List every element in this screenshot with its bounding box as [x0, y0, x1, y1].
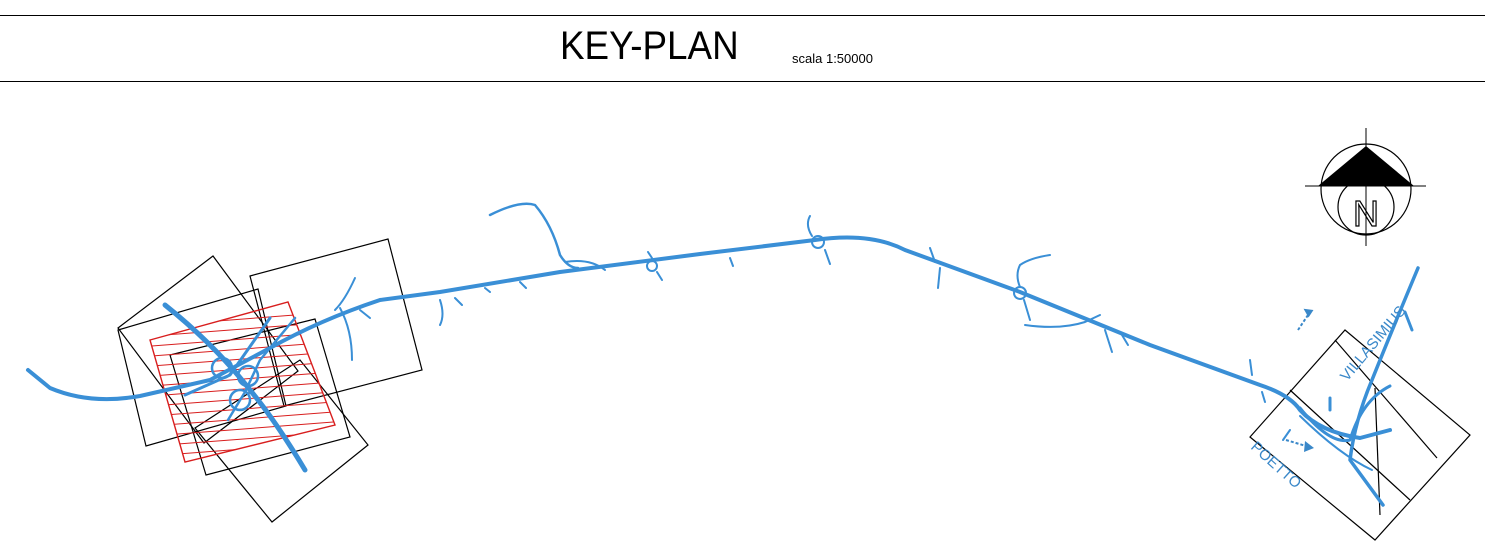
- junction-loop-3: [228, 388, 252, 412]
- title-group: KEY-PLAN scala 1:50000: [560, 24, 873, 69]
- road-network: [26, 202, 1420, 507]
- top-rule: [0, 15, 1485, 16]
- direction-arrow-icon: [1297, 308, 1314, 331]
- key-plan-map: VILLASIMIUS POETTO N: [26, 128, 1471, 541]
- hatched-area: [149, 301, 336, 463]
- spur-east-1: [929, 247, 941, 289]
- spur-east-3: [1249, 359, 1266, 403]
- compass-north-letter: N: [1353, 193, 1379, 234]
- roundabout-2: [811, 235, 825, 249]
- bottom-rule: [0, 81, 1485, 82]
- compass-rose-icon: N: [1305, 128, 1426, 246]
- roundabout-3-arms: [1016, 254, 1051, 321]
- frame-6-divider-1: [1289, 389, 1411, 501]
- frame-6-divider-2: [1334, 339, 1438, 459]
- branch-north-1: [488, 202, 580, 270]
- spur-east-2: [1024, 314, 1129, 353]
- cross-road-west-2: [183, 316, 272, 397]
- scale-label: scala 1:50000: [792, 51, 873, 66]
- frame-6: [1249, 329, 1471, 541]
- interchange-ramp: [1282, 415, 1373, 471]
- frame-2: [249, 238, 423, 407]
- interchange-loop: [1298, 310, 1414, 443]
- cross-road-west: [162, 302, 308, 473]
- branch-north-2: [564, 260, 606, 271]
- page-title: KEY-PLAN: [560, 24, 739, 68]
- road-diag-west: [226, 316, 297, 422]
- roundabout-1: [646, 260, 658, 272]
- branch-spur-2: [439, 281, 527, 326]
- roundabout-2-arms: [806, 215, 831, 265]
- roundabout-1-arms: [647, 251, 734, 281]
- frame-4: [169, 318, 351, 476]
- direction-arrow-icon: [1285, 439, 1314, 452]
- frame-6-divider-3: [1374, 387, 1381, 516]
- branch-spur-1: [334, 277, 371, 361]
- road-villasimius: [1348, 266, 1420, 507]
- direction-arrows: [1285, 308, 1314, 452]
- label-poetto: POETTO: [1247, 438, 1304, 492]
- frame-5: [194, 359, 369, 523]
- title-bar: KEY-PLAN scala 1:50000: [0, 16, 1485, 80]
